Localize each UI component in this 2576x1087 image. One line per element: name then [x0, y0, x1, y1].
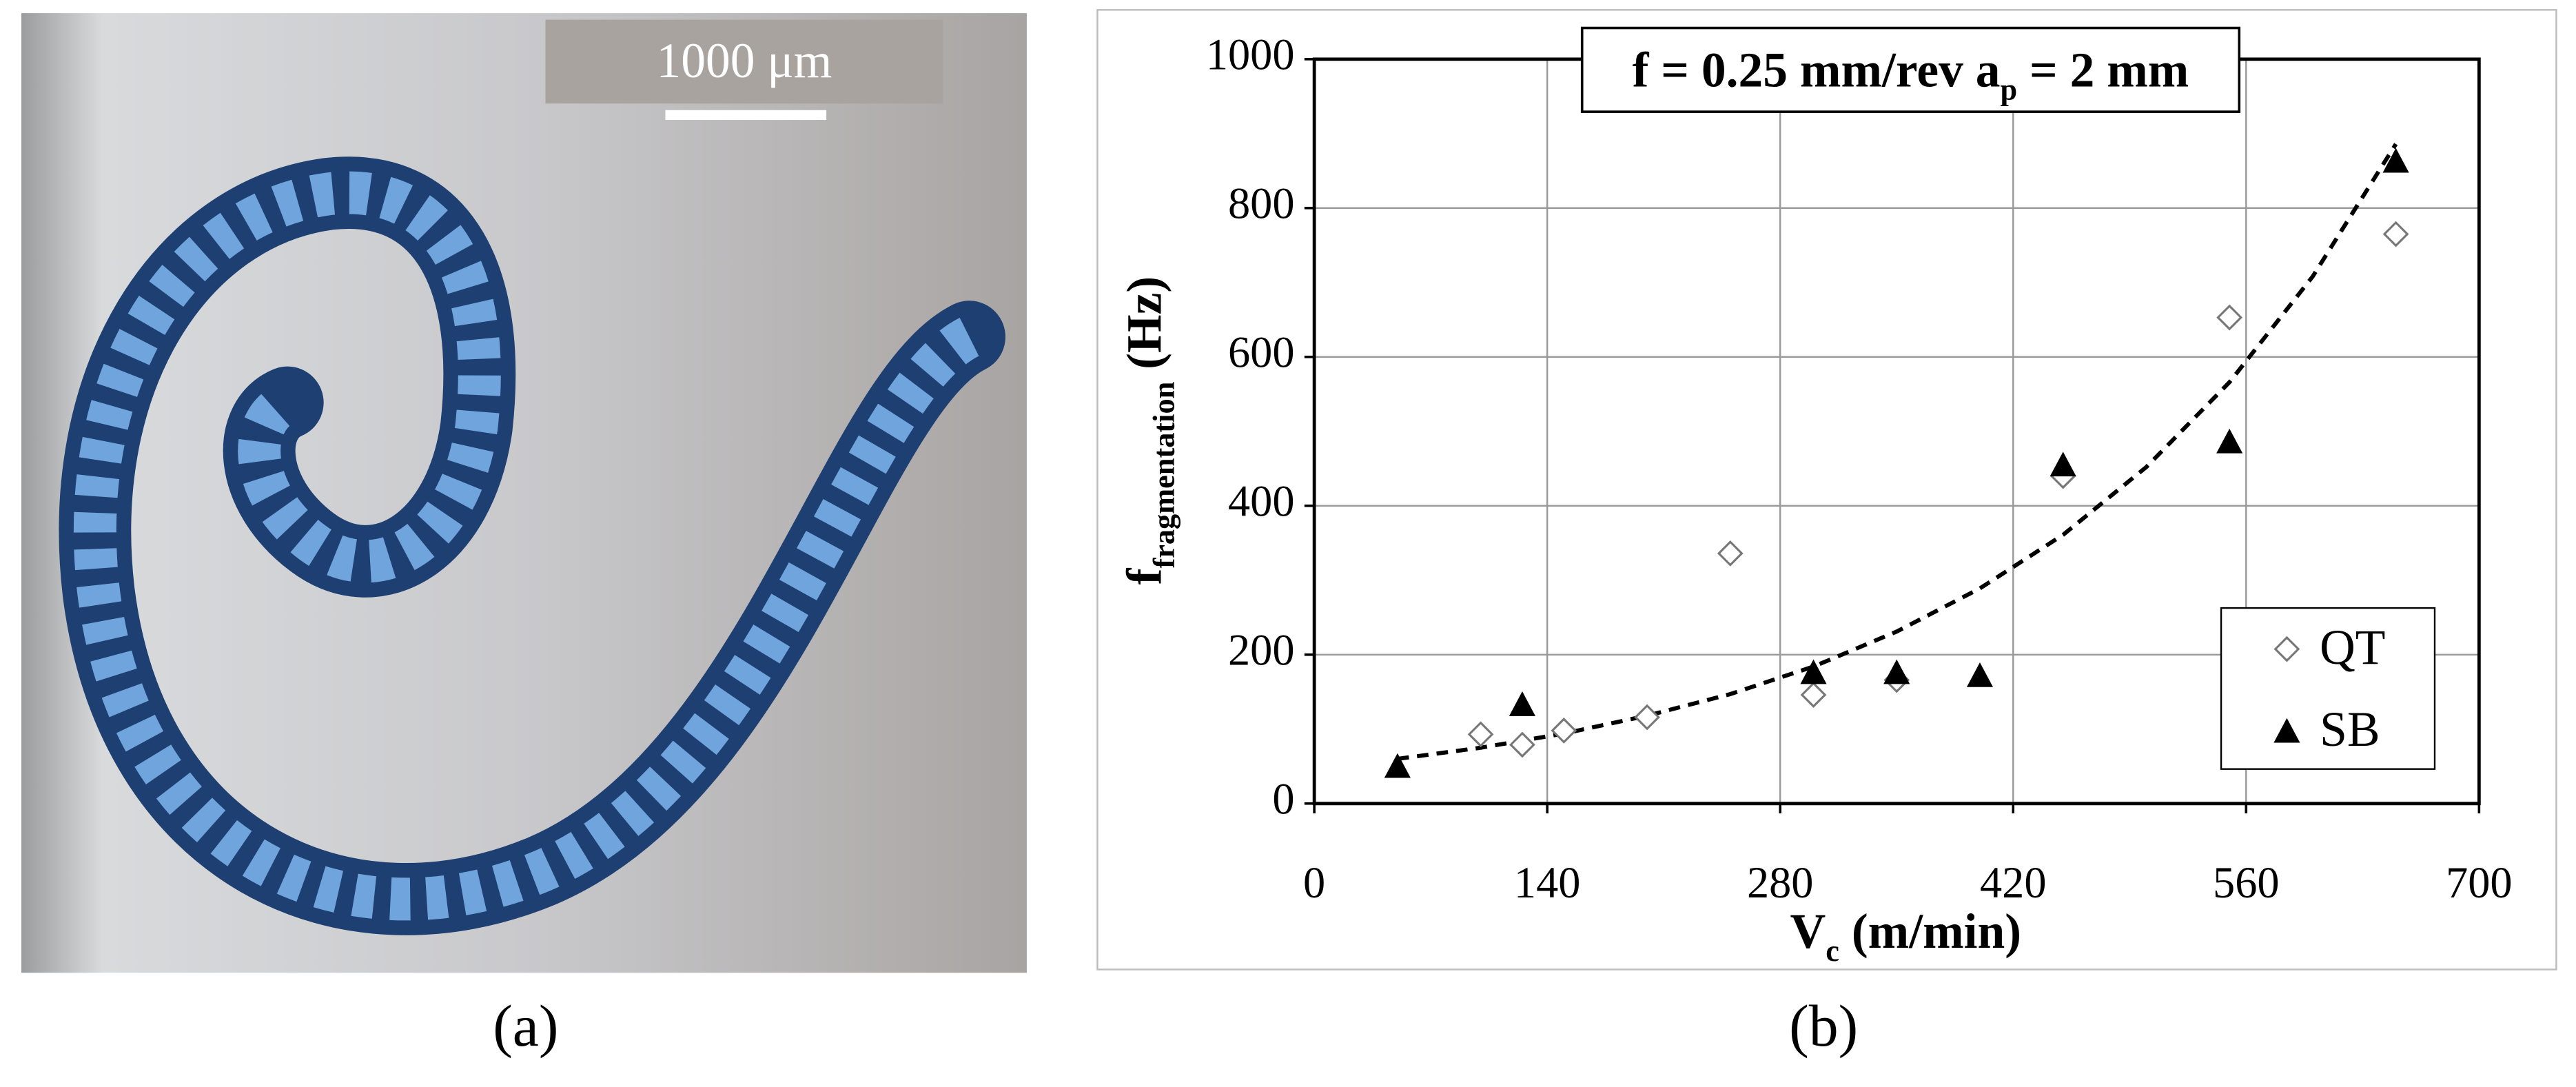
x-tick-label: 280	[1747, 858, 1814, 907]
legend-box	[2220, 607, 2436, 770]
chart: 0 200 400 600 800 1000 0 140 280 420 560 700 QT SB f =…	[1118, 26, 2513, 968]
marker	[1384, 753, 1411, 778]
title-box	[1580, 26, 2241, 113]
marker	[1883, 659, 1910, 684]
y-tick-label: 400	[1228, 477, 1295, 526]
y-tick-label: 600	[1228, 328, 1295, 377]
chart-title-sub: p	[2000, 72, 2017, 107]
x-tick-label: 140	[1514, 858, 1581, 907]
y-axis-label-main: f	[1118, 567, 1172, 585]
marker	[2382, 148, 2409, 173]
marker	[2216, 428, 2243, 454]
scale-bar-box	[545, 19, 943, 104]
x-tick-label: 420	[1980, 858, 2047, 907]
y-axis-label: ffragmentation (Hz)	[1118, 276, 1181, 585]
marker	[1800, 682, 1827, 708]
marker	[2049, 451, 2076, 477]
y-tick-label: 0	[1272, 775, 1294, 824]
marker	[1509, 691, 1536, 716]
y-tick-label: 800	[1228, 179, 1295, 228]
chart-title-main: f = 0.25 mm/rev a	[1633, 43, 2001, 98]
y-tick-label: 200	[1228, 626, 1295, 675]
panel-label: (a)	[493, 993, 558, 1059]
scale-bar-label: 1000 μm	[657, 34, 832, 88]
legend-marker	[2273, 718, 2300, 743]
marker	[1717, 540, 1744, 567]
x-axis-label: Vc (m/min)	[1790, 904, 2021, 968]
chart-title-end: = 2 mm	[2017, 43, 2189, 98]
marker	[1509, 731, 1535, 758]
x-axis-label-end: (m/min)	[1839, 904, 2021, 959]
chart-frame	[1096, 9, 2557, 971]
x-axis-label-main: V	[1790, 904, 1826, 959]
x-tick-label: 700	[2446, 858, 2513, 907]
legend-label: QT	[2320, 620, 2385, 675]
chip-serrations	[73, 171, 980, 921]
marker	[1551, 718, 1577, 744]
x-tick-label: 0	[1303, 858, 1325, 907]
y-axis-label-sub: fragmentation	[1147, 382, 1181, 569]
legend-marker	[2273, 636, 2300, 662]
marker	[1634, 704, 1660, 731]
chart-title: f = 0.25 mm/rev ap = 2 mm	[1633, 43, 2189, 107]
marker	[2382, 221, 2409, 247]
photo: 1000 μm	[21, 13, 1027, 973]
marker	[1800, 659, 1827, 684]
marker	[2216, 304, 2243, 331]
y-tick-label: 1000	[1206, 30, 1295, 79]
y-axis-label-end: (Hz)	[1118, 276, 1172, 382]
x-tick-label: 560	[2213, 858, 2280, 907]
marker	[1467, 721, 1494, 748]
panel-label: (b)	[1789, 993, 1858, 1059]
marker	[1966, 662, 1994, 687]
legend-label: SB	[2320, 702, 2380, 757]
scale-bar	[665, 110, 827, 121]
x-axis-label-sub: c	[1826, 933, 1839, 968]
